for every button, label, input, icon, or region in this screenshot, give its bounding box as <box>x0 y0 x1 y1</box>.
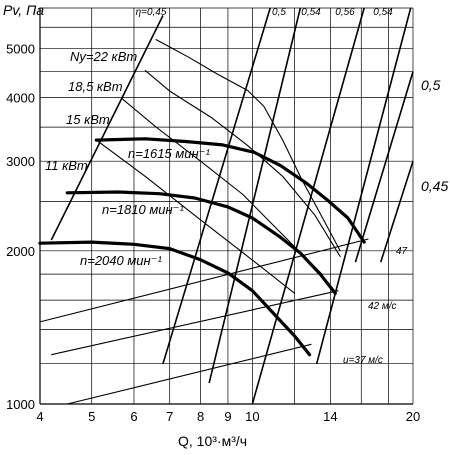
x-tick-label: 4 <box>36 409 43 424</box>
efficiency-label: η=0,45 <box>136 7 167 18</box>
power-label: Ny=22 кВт <box>70 49 137 64</box>
power-label: 18,5 кВт <box>68 79 123 94</box>
efficiency-line <box>251 7 365 405</box>
speed-label: n=1615 мин⁻¹ <box>128 146 211 161</box>
x-tick-label: 20 <box>406 409 420 424</box>
velocity-line <box>67 343 312 405</box>
efficiency-line <box>354 71 414 263</box>
y-tick-label: 5000 <box>6 41 35 56</box>
x-tick-label: 14 <box>323 409 337 424</box>
x-tick-label: 8 <box>197 409 204 424</box>
velocity-line <box>39 238 369 323</box>
x-tick-label: 5 <box>88 409 95 424</box>
power-curve <box>144 70 341 257</box>
x-tick-label: 9 <box>224 409 231 424</box>
x-axis-label: Q, 10³·м³/ч <box>178 433 247 449</box>
velocity-line <box>51 290 339 356</box>
efficiency-label: 0,56 <box>335 7 355 18</box>
axes: 4 5 6 7 8 9 10 14 20 1000 2000 3000 4000 5000 <box>6 8 420 424</box>
efficiency-label: 0,5 <box>421 77 441 93</box>
power-curve <box>121 98 323 275</box>
speed-label: n=2040 мин⁻¹ <box>80 253 163 268</box>
efficiency-line <box>208 7 302 384</box>
velocity-label: 47 <box>396 246 408 257</box>
curve-labels: η=0,45 0,5 0,54 0,56 0,54 0,5 0,45 Ny=22 кВт 18,… <box>45 7 448 366</box>
efficiency-label: 0,45 <box>421 178 448 194</box>
velocity-label: u=37 м/с <box>343 355 383 366</box>
y-tick-label: 4000 <box>6 91 35 106</box>
speed-curve <box>65 190 337 295</box>
speed-curve <box>94 137 366 244</box>
power-label: 15 кВт <box>66 112 110 127</box>
efficiency-line <box>379 160 414 263</box>
speed-curve <box>38 240 312 357</box>
efficiency-label: 0,5 <box>272 7 286 18</box>
power-curve <box>95 139 296 294</box>
efficiency-line <box>315 7 412 364</box>
efficiency-line <box>50 15 164 241</box>
y-tick-label: 3000 <box>6 154 35 169</box>
efficiency-label: 0,54 <box>301 7 321 18</box>
y-tick-label: 2000 <box>6 244 35 259</box>
plot-area <box>38 7 414 405</box>
power-label: 11 кВт <box>45 158 88 173</box>
efficiency-line <box>162 7 271 364</box>
y-tick-label: 1000 <box>6 397 35 412</box>
efficiency-label: 0,54 <box>373 7 393 18</box>
y-axis-label: Pv, Па <box>3 2 44 18</box>
speed-label: n=1810 мин⁻¹ <box>102 202 185 217</box>
x-tick-label: 10 <box>245 409 259 424</box>
velocity-label: 42 м/с <box>368 301 397 312</box>
x-tick-label: 7 <box>166 409 173 424</box>
x-tick-label: 6 <box>130 409 137 424</box>
power-curve <box>155 39 341 252</box>
